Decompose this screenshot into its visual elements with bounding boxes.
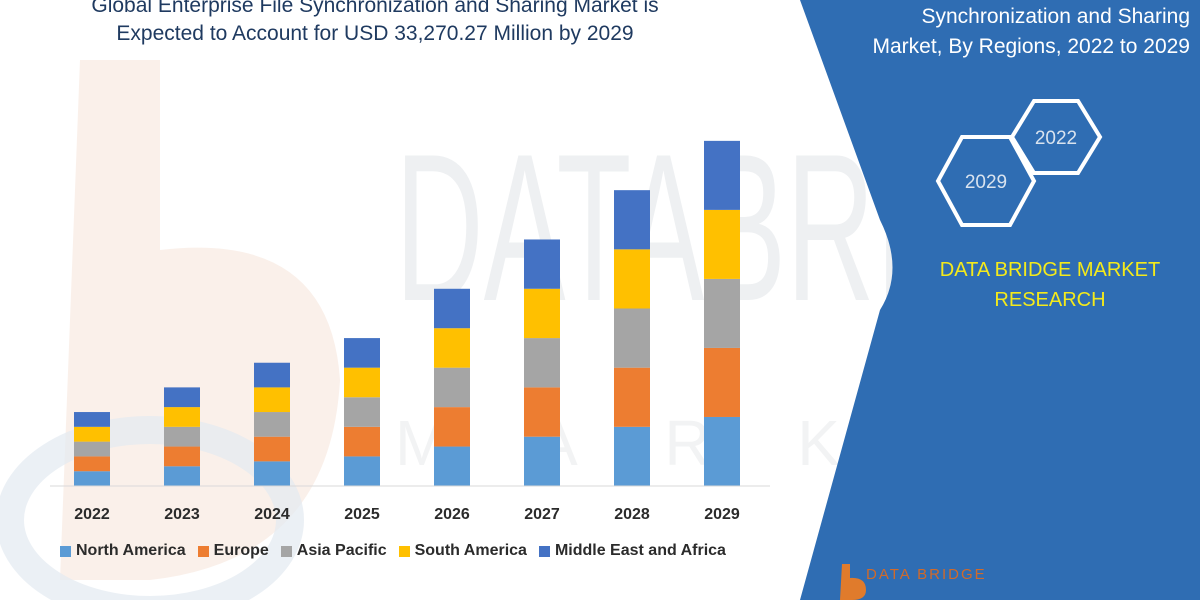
chart-title-line-2: Expected to Account for USD 33,270.27 Mi… xyxy=(116,22,634,45)
bar-2029-series-4 xyxy=(704,140,740,210)
bar-2027-series-2 xyxy=(524,338,560,388)
legend-label-0: North America xyxy=(76,542,186,559)
bars-layer xyxy=(74,140,740,486)
bar-2025-series-2 xyxy=(344,397,380,427)
bar-2024-series-1 xyxy=(254,436,290,462)
panel-title-line-1: Synchronization and Sharing xyxy=(921,5,1190,28)
bar-2022-series-3 xyxy=(74,426,110,442)
legend-swatch-1 xyxy=(197,545,209,557)
bar-2029-series-1 xyxy=(704,347,740,417)
legend-item-1: Europe xyxy=(197,542,269,560)
bar-2029-series-0 xyxy=(704,416,740,486)
x-tick-label-2026: 2026 xyxy=(434,506,470,523)
bar-2025-series-0 xyxy=(344,456,380,486)
legend-swatch-3 xyxy=(398,545,410,557)
brand-name-line-2: RESEARCH xyxy=(994,289,1106,311)
legend-item-0: North America xyxy=(60,542,186,560)
bar-2024-series-3 xyxy=(254,387,290,413)
bar-2029-series-2 xyxy=(704,278,740,348)
bar-2027-series-1 xyxy=(524,387,560,437)
hexagon-2029 xyxy=(935,135,1037,227)
watermark-logo-ring xyxy=(0,416,304,600)
bar-2023-series-2 xyxy=(164,426,200,447)
x-tick-label-2029: 2029 xyxy=(704,506,740,523)
x-tick-label-2022: 2022 xyxy=(74,506,110,523)
chart-legend: North America Europe Asia Pacific South Ame… xyxy=(60,540,726,562)
legend-label-1: Europe xyxy=(213,542,269,559)
bar-2026-series-4 xyxy=(434,288,470,329)
bar-2022-series-0 xyxy=(74,471,110,486)
legend-swatch-4 xyxy=(538,545,550,557)
year-hexagons: 2022 2029 xyxy=(935,99,1103,227)
legend-item-2: Asia Pacific xyxy=(280,542,387,560)
footer-logo-mark xyxy=(840,564,866,600)
bar-2026-series-0 xyxy=(434,446,470,486)
legend-label-2: Asia Pacific xyxy=(296,542,387,559)
x-tick-label-2024: 2024 xyxy=(254,506,290,523)
bar-2028-series-1 xyxy=(614,367,650,427)
panel-title-line-2: Market, By Regions, 2022 to 2029 xyxy=(872,35,1190,58)
bar-2029-series-3 xyxy=(704,209,740,279)
brand-name-line-1: DATA BRIDGE MARKET xyxy=(939,259,1161,281)
chart-title-line-1: Global Enterprise File Synchronization a… xyxy=(91,0,659,17)
bar-2027-series-0 xyxy=(524,436,560,486)
legend-item-3: South America xyxy=(398,542,527,560)
bar-2024-series-0 xyxy=(254,461,290,486)
stacked-bar-chart: 2022 2023 2024 2025 2026 2027 2028 2029 xyxy=(50,140,770,523)
bar-2028-series-0 xyxy=(614,426,650,486)
bar-2027-series-4 xyxy=(524,239,560,289)
footer-logo xyxy=(840,564,866,600)
x-tick-label-2027: 2027 xyxy=(524,506,560,523)
bar-2028-series-4 xyxy=(614,190,650,250)
legend-item-4: Middle East and Africa xyxy=(538,542,726,560)
footer-logo-text: DATA BRIDGE xyxy=(866,566,987,583)
bar-2024-series-2 xyxy=(254,412,290,437)
bar-2025-series-4 xyxy=(344,338,380,368)
chart-title: Global Enterprise File Synchronization a… xyxy=(30,0,720,48)
bar-2025-series-3 xyxy=(344,367,380,398)
bar-2028-series-3 xyxy=(614,249,650,309)
bar-2022-series-4 xyxy=(74,412,110,427)
hexagon-2029-label: 2029 xyxy=(965,172,1007,193)
hexagon-2022-label: 2022 xyxy=(1035,128,1077,149)
bar-2024-series-4 xyxy=(254,362,290,388)
bar-2023-series-0 xyxy=(164,466,200,486)
panel-title: Synchronization and Sharing Market, By R… xyxy=(830,2,1200,62)
bar-2023-series-4 xyxy=(164,387,200,408)
bar-2023-series-1 xyxy=(164,446,200,467)
x-tick-labels: 2022 2023 2024 2025 2026 2027 2028 2029 xyxy=(74,506,740,523)
bar-2026-series-2 xyxy=(434,367,470,408)
bar-2022-series-2 xyxy=(74,441,110,457)
legend-swatch-2 xyxy=(280,545,292,557)
bar-2028-series-2 xyxy=(614,308,650,368)
legend-swatch-0 xyxy=(60,545,71,557)
legend-label-3: South America xyxy=(414,542,527,559)
panel-background xyxy=(800,0,1200,600)
x-tick-label-2028: 2028 xyxy=(614,506,650,523)
x-tick-label-2023: 2023 xyxy=(164,506,200,523)
bar-2026-series-3 xyxy=(434,328,470,368)
bar-2026-series-1 xyxy=(434,407,470,447)
bar-2025-series-1 xyxy=(344,426,380,457)
bar-2023-series-3 xyxy=(164,407,200,427)
x-tick-label-2025: 2025 xyxy=(344,506,380,523)
bar-2027-series-3 xyxy=(524,288,560,339)
brand-name: DATA BRIDGE MARKET RESEARCH xyxy=(900,255,1200,315)
legend-label-4: Middle East and Africa xyxy=(554,542,726,559)
bar-2022-series-1 xyxy=(74,456,110,472)
